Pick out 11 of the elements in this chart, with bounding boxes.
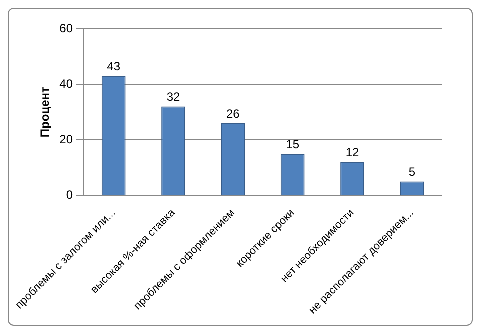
y-tick-label: 40 [60,76,74,91]
data-label: 32 [166,90,181,104]
data-label: 5 [408,165,416,180]
data-label: 26 [226,106,240,121]
data-label: 43 [107,60,121,74]
y-axis-title: Процент [38,86,52,138]
data-label: 15 [286,137,300,152]
y-tick-label: 0 [66,188,74,202]
data-label: 12 [346,146,360,160]
y-tick-label: 20 [60,132,74,146]
y-tick-label: 60 [60,21,74,36]
